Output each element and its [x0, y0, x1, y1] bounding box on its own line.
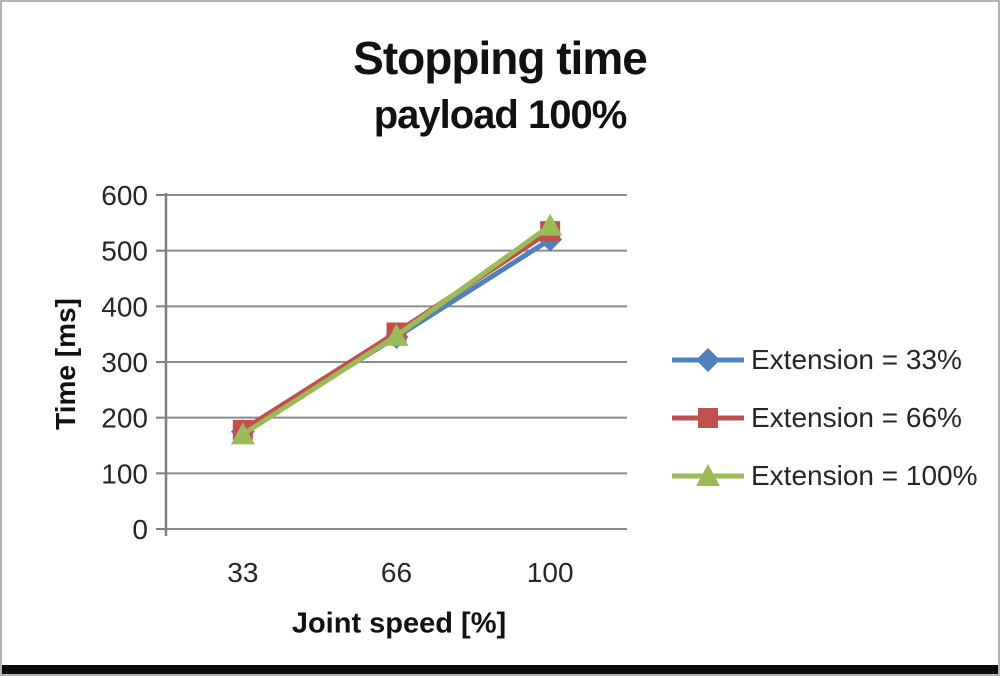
series-markers-2: [230, 213, 563, 445]
svg-text:100: 100: [101, 458, 148, 489]
legend-triangle-icon: [672, 464, 744, 486]
legend-label: Extension = 100%: [751, 460, 978, 491]
svg-text:300: 300: [101, 347, 148, 378]
svg-text:500: 500: [101, 236, 148, 267]
svg-text:400: 400: [101, 291, 148, 322]
legend-entry: Extension = 33%: [670, 342, 978, 378]
legend-label: Extension = 66%: [751, 402, 962, 433]
legend-diamond-icon: [672, 348, 744, 372]
svg-text:66: 66: [381, 557, 412, 588]
x-tick-labels: 33 66 100: [227, 557, 573, 588]
legend: Extension = 33% Extension = 66% Extension …: [670, 342, 978, 494]
x-axis-title: Joint speed [%]: [291, 607, 507, 640]
legend-entry: Extension = 100%: [670, 458, 978, 494]
gridlines: [166, 194, 627, 530]
svg-text:100: 100: [527, 557, 574, 588]
legend-entry: Extension = 66%: [670, 400, 978, 436]
y-axis-ticks: [156, 194, 166, 530]
y-tick-labels: 0 100 200 300 400 500 600: [101, 180, 148, 545]
chart-subtitle: payload 100%: [373, 93, 628, 137]
legend-label: Extension = 33%: [751, 344, 962, 375]
svg-text:200: 200: [101, 403, 148, 434]
title-block: Stopping time payload 100%: [2, 28, 998, 142]
chart-title: Stopping time: [353, 32, 648, 84]
svg-text:0: 0: [132, 514, 148, 545]
legend-square-icon: [672, 408, 744, 428]
svg-text:600: 600: [101, 180, 148, 211]
bottom-bar: [2, 665, 998, 674]
plot-area: 0 100 200 300 400 500 600 33 66 100: [101, 180, 627, 588]
svg-text:33: 33: [227, 557, 258, 588]
